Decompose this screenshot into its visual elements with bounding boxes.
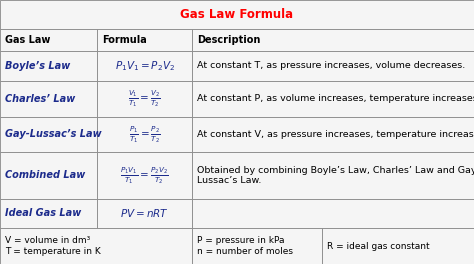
Bar <box>97 152 192 199</box>
Bar <box>97 199 192 228</box>
Text: At constant P, as volume increases, temperature increases.: At constant P, as volume increases, temp… <box>197 94 474 103</box>
Text: $\frac{P_1}{T_1} = \frac{P_2}{T_2}$: $\frac{P_1}{T_1} = \frac{P_2}{T_2}$ <box>128 124 161 145</box>
Text: R = ideal gas constant: R = ideal gas constant <box>327 242 430 251</box>
Text: Charles’ Law: Charles’ Law <box>5 94 75 104</box>
Text: $\frac{V_1}{T_1} = \frac{V_2}{T_2}$: $\frac{V_1}{T_1} = \frac{V_2}{T_2}$ <box>128 88 161 109</box>
Bar <box>0 81 97 117</box>
Bar <box>0 199 97 228</box>
Text: Boyle’s Law: Boyle’s Law <box>5 61 70 71</box>
Bar <box>0 228 192 264</box>
Bar <box>192 51 474 81</box>
Text: $P_1V_1 = P_2V_2$: $P_1V_1 = P_2V_2$ <box>115 59 174 73</box>
Bar <box>192 152 474 199</box>
Text: At constant V, as pressure increases, temperature increases.: At constant V, as pressure increases, te… <box>197 130 474 139</box>
Bar <box>97 51 192 81</box>
Text: At constant T, as pressure increases, volume decreases.: At constant T, as pressure increases, vo… <box>197 62 465 70</box>
Bar <box>192 29 474 51</box>
Bar <box>97 29 192 51</box>
Bar <box>97 81 192 117</box>
Text: V = volume in dm³
T = temperature in K: V = volume in dm³ T = temperature in K <box>5 236 100 256</box>
Bar <box>192 117 474 152</box>
Bar <box>192 199 474 228</box>
Bar <box>0 51 97 81</box>
Text: Gas Law Formula: Gas Law Formula <box>181 8 293 21</box>
Text: $\frac{P_1V_1}{T_1} = \frac{P_2V_2}{T_2}$: $\frac{P_1V_1}{T_1} = \frac{P_2V_2}{T_2}… <box>120 165 169 186</box>
Bar <box>192 81 474 117</box>
Bar <box>0 117 97 152</box>
Bar <box>322 228 474 264</box>
Bar <box>192 228 322 264</box>
Bar <box>0 0 474 29</box>
Text: Obtained by combining Boyle’s Law, Charles’ Law and Gay-
Lussac’s Law.: Obtained by combining Boyle’s Law, Charl… <box>197 166 474 185</box>
Bar <box>0 152 97 199</box>
Bar <box>0 29 97 51</box>
Text: $PV = nRT$: $PV = nRT$ <box>120 207 169 219</box>
Text: P = pressure in kPa
n = number of moles: P = pressure in kPa n = number of moles <box>197 236 293 256</box>
Text: Description: Description <box>197 35 260 45</box>
Text: Gas Law: Gas Law <box>5 35 50 45</box>
Text: Combined Law: Combined Law <box>5 171 85 181</box>
Text: Formula: Formula <box>102 35 146 45</box>
Text: Gay-Lussac’s Law: Gay-Lussac’s Law <box>5 130 101 139</box>
Bar <box>97 117 192 152</box>
Text: Ideal Gas Law: Ideal Gas Law <box>5 208 81 218</box>
